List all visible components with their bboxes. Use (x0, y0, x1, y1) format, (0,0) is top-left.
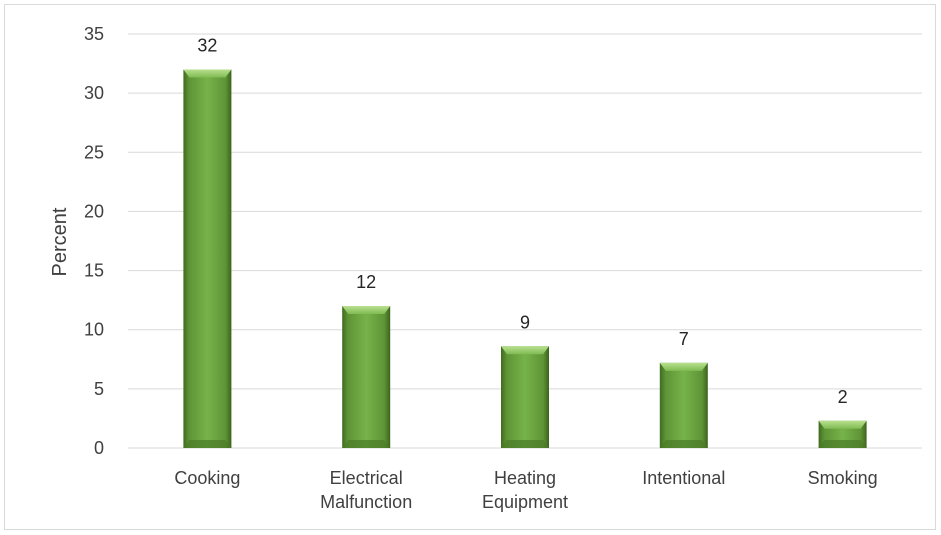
bars (183, 69, 867, 448)
y-axis-title: Percent (49, 207, 71, 276)
bar-bevel-bottom (342, 440, 391, 448)
y-tick-label: 30 (84, 83, 104, 103)
bar-2 (342, 306, 391, 448)
bar-bevel-top (183, 69, 232, 78)
bar-body (183, 69, 232, 448)
bar-body (659, 362, 708, 448)
data-label: 2 (838, 387, 848, 407)
bar-bevel-bottom (659, 440, 708, 448)
bar-bevel-bottom (501, 440, 549, 448)
bar-bevel-top (501, 346, 549, 355)
bar-body (342, 306, 391, 448)
data-label: 32 (197, 35, 217, 55)
data-labels: 32 12 9 7 2 (197, 35, 847, 406)
y-tick-label: 35 (84, 24, 104, 44)
y-tick-label: 10 (84, 320, 104, 340)
y-tick-label: 25 (84, 142, 104, 162)
data-label: 12 (356, 272, 376, 292)
bar-body (501, 346, 549, 448)
y-tick-label: 5 (94, 379, 104, 399)
x-category-label: Cooking (174, 468, 240, 488)
bar-4 (659, 362, 708, 448)
bar-1 (183, 69, 232, 448)
y-tick-label: 20 (84, 201, 104, 221)
bar-bevel-top (818, 420, 867, 429)
gridlines (128, 33, 922, 449)
x-category-label: Intentional (642, 468, 725, 488)
x-category-label: Heating Equipment (482, 468, 568, 512)
y-tick-label: 0 (94, 438, 104, 458)
bar-3 (501, 346, 549, 448)
x-category-label: Smoking (808, 468, 878, 488)
data-label: 9 (520, 312, 530, 332)
bar-bevel-bottom (818, 440, 867, 448)
x-axis-categories: Cooking Electrical Malfunction Heating Equip… (174, 468, 877, 512)
chart-frame (4, 4, 936, 530)
data-label: 7 (679, 329, 689, 349)
bar-bevel-bottom (183, 440, 232, 448)
bar-5 (818, 420, 867, 448)
bar-bevel-top (342, 306, 391, 315)
y-tick-label: 15 (84, 261, 104, 281)
x-category-label: Electrical Malfunction (320, 468, 412, 512)
bar-bevel-top (659, 362, 708, 371)
y-axis-ticks: 0 5 10 15 20 25 30 35 (84, 24, 104, 458)
